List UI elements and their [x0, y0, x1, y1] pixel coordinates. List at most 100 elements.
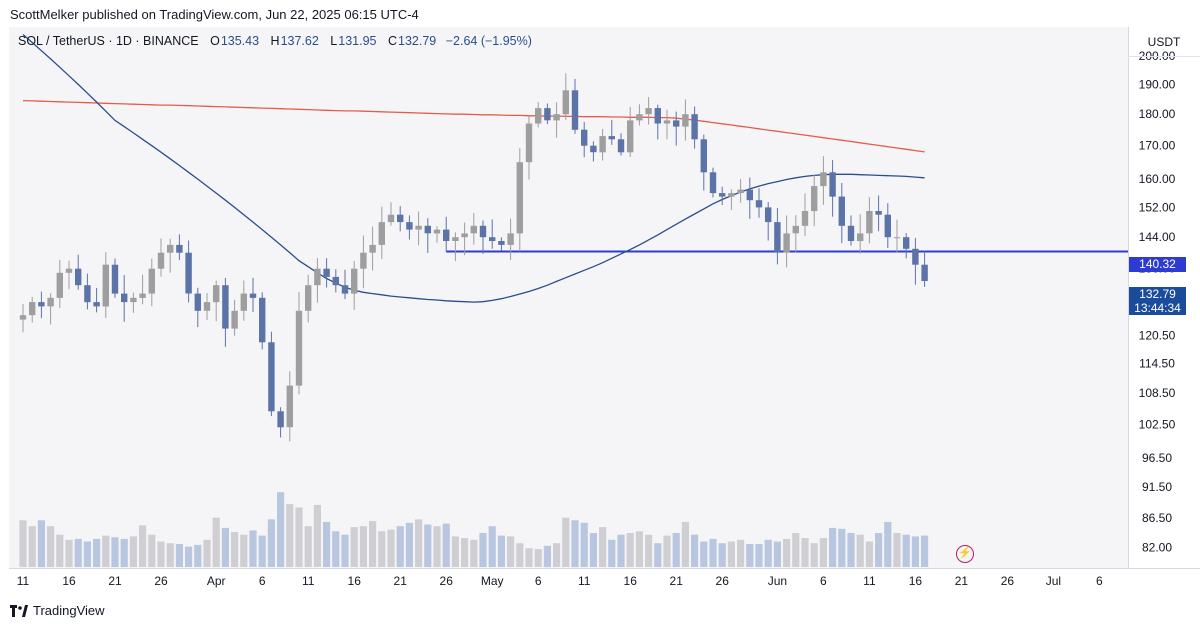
volume-bar	[249, 530, 257, 567]
volume-bar	[479, 533, 487, 567]
volume-bar	[599, 527, 607, 567]
candle	[765, 202, 772, 241]
candle-body	[84, 285, 91, 303]
time-tick-label: 11	[302, 574, 315, 588]
candle-body	[691, 114, 698, 140]
legend-low-label: L	[330, 34, 338, 48]
candlestick-chart[interactable]	[9, 27, 1128, 568]
candle	[544, 103, 551, 124]
candle-body	[397, 214, 404, 223]
candle-body	[139, 293, 146, 298]
volume-layer	[19, 492, 929, 568]
candle	[811, 174, 818, 227]
candle-body	[415, 225, 422, 230]
candle	[535, 102, 542, 128]
volume-bar	[525, 548, 533, 567]
candle-body	[627, 120, 634, 153]
chart-frame[interactable]	[9, 27, 1128, 568]
candle-body	[167, 244, 174, 253]
volume-bar	[470, 539, 478, 567]
candle-body	[314, 268, 321, 286]
candle-body	[387, 214, 395, 223]
candle	[912, 237, 919, 285]
candle-body	[728, 193, 735, 197]
candle	[728, 189, 735, 210]
candle-body	[424, 225, 431, 234]
candle-body	[617, 139, 625, 153]
volume-bar	[313, 504, 321, 567]
volume-bar	[645, 534, 653, 567]
volume-bar	[267, 519, 275, 567]
candle-body	[231, 310, 238, 329]
candle-body	[525, 123, 533, 163]
candle-body	[259, 297, 266, 343]
candle	[479, 220, 487, 254]
candle	[820, 156, 827, 205]
candle-body	[203, 302, 211, 311]
candle	[470, 213, 477, 245]
candle	[305, 274, 312, 323]
volume-bar	[902, 534, 910, 567]
level-price-tag: 140.32	[1129, 257, 1186, 272]
volume-bar	[304, 526, 312, 567]
candle-body	[121, 293, 128, 303]
candle-body	[277, 411, 284, 428]
price-tick-label: 120.50	[1139, 328, 1176, 342]
candle	[709, 167, 717, 198]
candle-body	[360, 252, 367, 269]
candle-body	[47, 297, 54, 307]
candle	[516, 148, 523, 252]
volume-bar	[626, 533, 634, 567]
volume-bar	[359, 526, 367, 567]
candle-body	[176, 244, 183, 253]
candle	[847, 215, 855, 246]
candle	[774, 208, 781, 265]
time-tick-label: 26	[1001, 574, 1015, 588]
candle-body	[663, 120, 671, 124]
time-tick-label: 6	[1096, 574, 1103, 588]
price-tick-label: 152.00	[1139, 200, 1176, 214]
volume-bar	[231, 532, 239, 567]
candle	[553, 102, 560, 138]
volume-bar	[921, 535, 929, 567]
candle-body	[295, 310, 303, 386]
volume-bar	[65, 539, 73, 567]
candle	[562, 73, 569, 120]
price-tick-label: 91.50	[1142, 480, 1172, 494]
candle-body	[75, 268, 82, 286]
candle	[654, 104, 661, 140]
candle-body	[792, 225, 799, 234]
candle	[176, 234, 183, 260]
candle-body	[847, 225, 855, 241]
candle	[691, 106, 698, 149]
volume-bar	[148, 534, 156, 567]
candle-body	[479, 225, 487, 238]
candle-body	[645, 108, 652, 115]
volume-bar	[819, 538, 827, 567]
price-tick-label: 160.00	[1139, 172, 1176, 186]
candle-body	[884, 214, 891, 238]
candle	[608, 119, 615, 145]
price-tick-label: 170.00	[1139, 139, 1176, 153]
candle	[378, 206, 385, 259]
legend-symbol: SOL / TetherUS · 1D · BINANCE	[18, 34, 199, 48]
lightning-icon[interactable]: ⚡	[956, 545, 974, 563]
candle-body	[249, 293, 257, 298]
candle	[636, 104, 643, 126]
candle	[581, 121, 588, 158]
volume-bar	[166, 543, 174, 567]
candle	[148, 258, 155, 307]
tradingview-logo-icon	[10, 604, 28, 617]
volume-bar	[461, 538, 469, 567]
candle-body	[765, 207, 772, 223]
volume-bar	[755, 544, 763, 567]
candle	[498, 237, 505, 251]
currency-label[interactable]: USDT	[1128, 27, 1200, 57]
volume-bar	[323, 521, 331, 567]
tradingview-brand[interactable]: TradingView	[10, 603, 105, 618]
candle	[719, 186, 726, 205]
volume-bar	[829, 527, 837, 567]
price-tick-label: 82.00	[1142, 541, 1172, 555]
candle	[682, 99, 689, 141]
time-tick-label: 26	[716, 574, 730, 588]
